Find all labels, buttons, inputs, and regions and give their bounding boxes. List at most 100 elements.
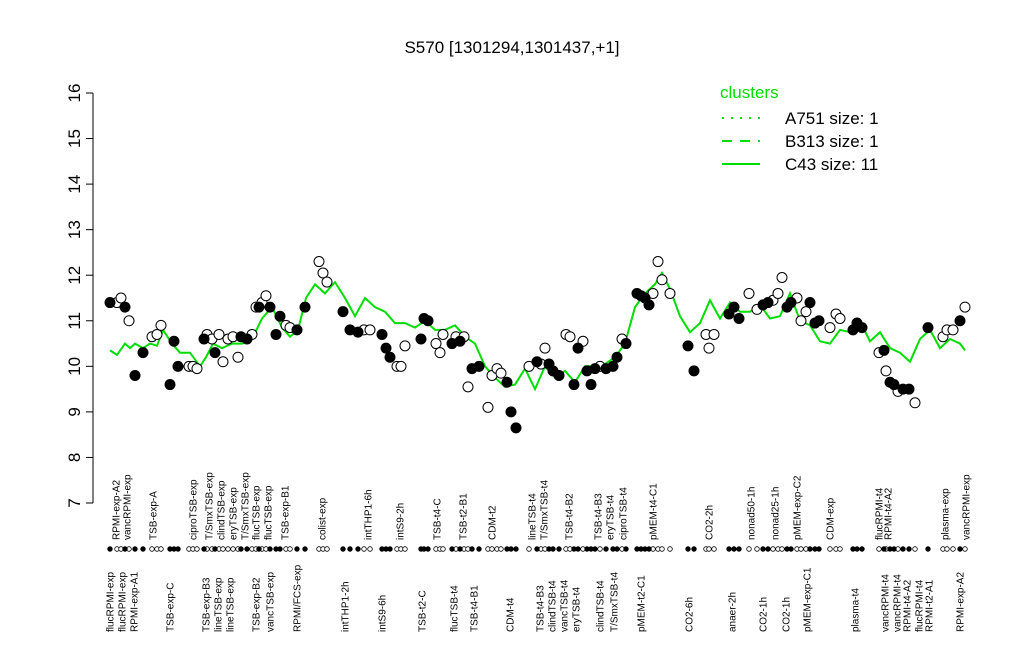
point	[415, 333, 427, 345]
rug-mark	[944, 546, 950, 552]
rug-mark	[816, 546, 822, 552]
rug-mark	[302, 546, 308, 552]
rug-mark	[736, 546, 742, 552]
x-tick-label: T/SmxTSB-t4	[540, 480, 551, 540]
point	[501, 376, 513, 388]
rug-mark	[788, 546, 794, 552]
x-tick-label: CDM-exp	[826, 497, 837, 540]
point	[743, 287, 755, 299]
point	[607, 360, 619, 372]
x-tick-label: T/SmxTSB-exp	[241, 472, 252, 540]
rug-mark	[526, 546, 532, 552]
rug-mark	[194, 546, 200, 552]
rug-mark	[779, 546, 785, 552]
point	[505, 406, 517, 418]
point	[795, 315, 807, 327]
x-tick-label: intTHP1-6h	[364, 489, 375, 540]
rug-mark	[267, 546, 273, 552]
rug-mark	[881, 546, 887, 552]
point	[762, 297, 774, 309]
point	[553, 369, 565, 381]
point	[922, 322, 934, 334]
rug-mark	[798, 546, 804, 552]
x-tick-label: CO2-6h	[685, 597, 696, 632]
point	[903, 383, 915, 395]
point	[954, 315, 966, 327]
y-tick-label: 16	[65, 84, 84, 103]
x-tick-label: clindTSB-t4	[548, 580, 559, 632]
x-tick-label: RPMI-exp-A2	[112, 480, 123, 540]
point	[270, 328, 282, 340]
rug-mark	[476, 546, 482, 552]
point	[104, 297, 116, 309]
legend-label: A751 size: 1	[785, 109, 879, 128]
y-tick-label: 7	[65, 498, 84, 507]
x-tick-label: plasma-exp	[941, 488, 952, 540]
rug-mark	[597, 546, 603, 552]
point	[682, 340, 694, 352]
legend-label: C43 size: 11	[785, 155, 878, 174]
rug-mark	[950, 546, 956, 552]
point	[437, 328, 449, 340]
x-tick-label: TSB-t4-B2	[565, 493, 576, 540]
point	[568, 379, 580, 391]
rug-mark	[361, 546, 367, 552]
x-tick-label: colist-exp	[318, 497, 329, 540]
rug-mark	[659, 546, 665, 552]
point	[959, 301, 971, 313]
x-tick-label: anaer-2h	[728, 592, 739, 632]
point	[589, 363, 601, 375]
point	[539, 342, 551, 354]
x-tick-label: CDM-t4	[506, 597, 517, 632]
point	[364, 324, 376, 336]
point	[785, 297, 797, 309]
point	[531, 356, 543, 368]
rug-mark	[355, 546, 361, 552]
point	[643, 299, 655, 311]
point	[572, 342, 584, 354]
rug-mark	[962, 546, 968, 552]
rug-mark	[691, 546, 697, 552]
rug-mark	[212, 546, 218, 552]
rug-mark	[854, 546, 860, 552]
rug-mark	[731, 546, 737, 552]
rug-mark	[876, 546, 882, 552]
x-tick-label: flucRPMI-t4	[875, 487, 886, 540]
point	[880, 365, 892, 377]
x-tick-label: eryTSB-exp	[229, 487, 240, 540]
rug-mark	[827, 546, 833, 552]
point	[155, 319, 167, 331]
rug-mark	[592, 546, 598, 552]
rug-mark	[575, 546, 581, 552]
rug-mark	[158, 546, 164, 552]
point	[209, 347, 221, 359]
x-tick-label: lineTSB-t4	[528, 493, 539, 540]
rug-mark	[746, 546, 752, 552]
point	[473, 360, 485, 372]
x-tick-label: vancRPMI-t4	[893, 574, 904, 632]
point	[656, 274, 668, 286]
rug-mark	[132, 546, 138, 552]
rug-mark	[900, 546, 906, 552]
point	[422, 315, 434, 327]
point	[824, 322, 836, 334]
y-tick-label: 15	[65, 129, 84, 148]
x-tick-label: flucTSB-exp	[252, 485, 263, 540]
x-tick-label: RPMI-exp-A1	[130, 572, 141, 632]
rug-mark	[201, 546, 207, 552]
point	[430, 338, 442, 350]
y-tick-label: 11	[65, 312, 84, 330]
point	[620, 338, 632, 350]
x-tick-label: intS9-6h	[378, 595, 389, 632]
rug-mark	[726, 546, 732, 552]
rug-mark	[925, 546, 931, 552]
rug-mark	[550, 546, 556, 552]
point	[888, 379, 900, 391]
x-tick-label: CO2-1h	[759, 597, 770, 632]
rug-mark	[556, 546, 562, 552]
rug-mark	[837, 546, 843, 552]
x-tick-label: intTHP1-2h	[341, 581, 352, 632]
x-tick-label: TSB-exp-B1	[281, 485, 292, 540]
point	[652, 256, 664, 268]
rug-mark	[957, 546, 963, 552]
